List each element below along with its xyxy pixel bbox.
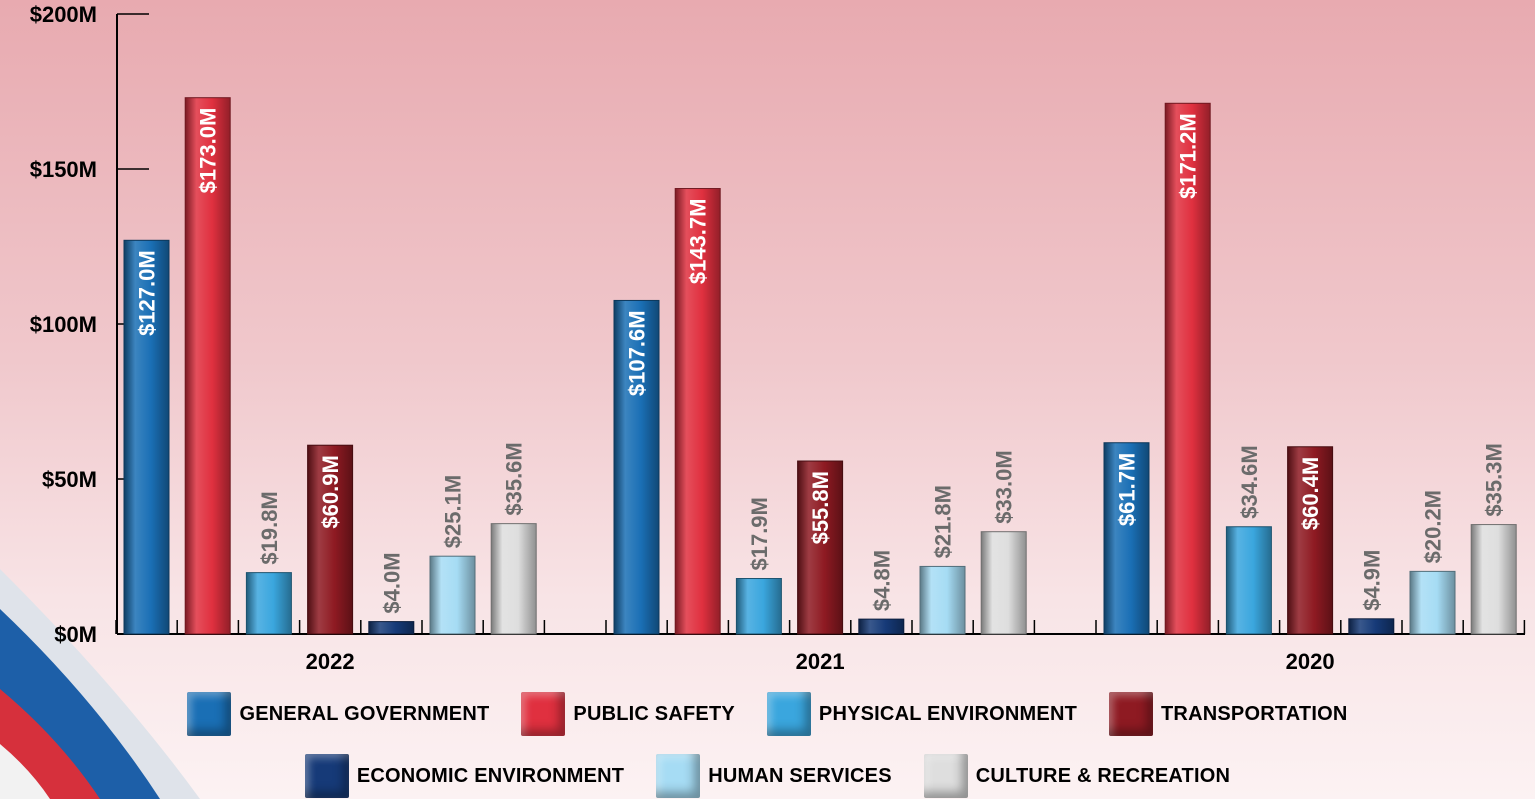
bar-value-label: $60.4M <box>1298 457 1323 530</box>
bar-value-label: $33.0M <box>992 450 1017 523</box>
bar-human-services-2021 <box>919 565 966 635</box>
legend-swatch-economic-environment <box>304 754 349 798</box>
bar-value-label: $21.8M <box>931 485 956 558</box>
bar-value-label: $19.8M <box>257 491 282 564</box>
bar-culture-recreation-2022 <box>490 523 537 635</box>
x-category-label: 2022 <box>306 649 355 674</box>
legend-label: CULTURE & RECREATION <box>975 764 1231 787</box>
legend-item-physical-environment: PHYSICAL ENVIRONMENT <box>766 692 1078 736</box>
legend-swatch-transportation <box>1109 692 1154 736</box>
bar-value-label: $25.1M <box>441 475 466 548</box>
bar-transportation-2020 <box>1287 446 1334 635</box>
legend-label: TRANSPORTATION <box>1161 702 1348 725</box>
bar-value-label: $4.8M <box>869 550 894 611</box>
bar-value-label: $61.7M <box>1115 453 1140 526</box>
bar-transportation-2021 <box>797 460 844 635</box>
legend-swatch-general-government <box>187 692 232 736</box>
bar-economic-environment-2022 <box>368 621 415 635</box>
y-tick-label: $200M <box>30 2 97 27</box>
bar-value-label: $171.2M <box>1176 113 1201 199</box>
bar-transportation-2022 <box>307 444 354 635</box>
bar-culture-recreation-2021 <box>980 531 1027 635</box>
bar-value-label: $107.6M <box>625 310 650 396</box>
bar-chart: $0M $50M $100M $150M $200M $127.0M $173.0M $19.… <box>30 2 1526 674</box>
legend-row-2: ECONOMIC ENVIRONMENT HUMAN SERVICES CULT… <box>0 754 1535 798</box>
bar-value-label: $60.9M <box>318 455 343 528</box>
legend-swatch-physical-environment <box>766 692 811 736</box>
bar-physical-environment-2020 <box>1225 526 1272 635</box>
bar-value-label: $173.0M <box>196 108 221 194</box>
bar-value-label: $34.6M <box>1237 445 1262 518</box>
bar-value-label: $35.6M <box>502 442 527 515</box>
legend-label: HUMAN SERVICES <box>708 764 892 787</box>
bar-general-government-2021 <box>613 299 660 635</box>
legend-swatch-human-services <box>656 754 701 798</box>
y-tick-label: $50M <box>42 467 97 492</box>
bar-physical-environment-2022 <box>245 572 292 635</box>
legend-row-1: GENERAL GOVERNMENT PUBLIC SAFETY PHYSICA… <box>0 692 1535 736</box>
bar-economic-environment-2020 <box>1348 618 1395 635</box>
y-tick-label: $0M <box>54 622 97 647</box>
bar-value-label: $17.9M <box>747 497 772 570</box>
decorative-ribbon <box>0 569 200 799</box>
legend-swatch-culture-recreation <box>923 754 968 798</box>
bar-public-safety-2021 <box>674 188 721 635</box>
legend-item-general-government: GENERAL GOVERNMENT <box>187 692 489 736</box>
legend-label: PHYSICAL ENVIRONMENT <box>818 702 1078 725</box>
x-category-label: 2020 <box>1286 649 1335 674</box>
legend-item-transportation: TRANSPORTATION <box>1109 692 1348 736</box>
bar-public-safety-2022 <box>184 97 231 635</box>
bar-general-government-2020 <box>1103 442 1150 635</box>
legend-item-public-safety: PUBLIC SAFETY <box>521 692 735 736</box>
legend-label: GENERAL GOVERNMENT <box>239 702 490 725</box>
legend-item-culture-recreation: CULTURE & RECREATION <box>923 754 1231 798</box>
legend-item-economic-environment: ECONOMIC ENVIRONMENT <box>304 754 625 798</box>
y-tick-label: $150M <box>30 157 97 182</box>
legend-label: ECONOMIC ENVIRONMENT <box>356 764 625 787</box>
bar-physical-environment-2021 <box>735 578 782 635</box>
y-tick-label: $100M <box>30 312 97 337</box>
bar-general-government-2022 <box>123 239 170 635</box>
bar-human-services-2020 <box>1409 570 1456 635</box>
x-category-label: 2021 <box>796 649 845 674</box>
bar-value-label: $143.7M <box>686 199 711 285</box>
bar-value-label: $35.3M <box>1482 443 1507 516</box>
bar-value-label: $4.0M <box>379 552 404 613</box>
legend-label: PUBLIC SAFETY <box>573 702 735 725</box>
bar-value-label: $127.0M <box>135 250 160 336</box>
bar-public-safety-2020 <box>1164 102 1211 635</box>
legend-swatch-public-safety <box>521 692 566 736</box>
bar-culture-recreation-2020 <box>1470 524 1517 635</box>
bar-human-services-2022 <box>429 555 476 635</box>
bar-value-label: $20.2M <box>1421 490 1446 563</box>
bar-value-label: $55.8M <box>808 471 833 544</box>
bar-economic-environment-2021 <box>858 618 905 635</box>
bar-value-label: $4.9M <box>1359 550 1384 611</box>
legend-item-human-services: HUMAN SERVICES <box>656 754 892 798</box>
